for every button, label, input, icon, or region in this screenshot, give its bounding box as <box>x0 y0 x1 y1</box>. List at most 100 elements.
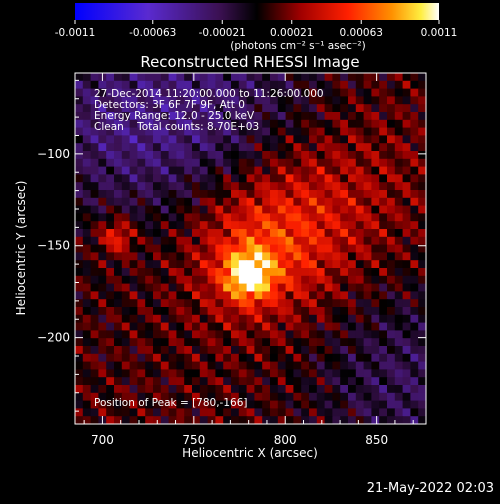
heatmap-cell <box>270 236 279 246</box>
heatmap-cell <box>371 252 380 261</box>
heatmap-cell <box>215 291 224 300</box>
heatmap-cell <box>324 369 333 378</box>
heatmap-cell <box>410 408 419 417</box>
heatmap-cell <box>262 314 271 324</box>
heatmap-cell <box>301 268 310 277</box>
heatmap-cell <box>340 182 349 191</box>
heatmap-cell <box>309 119 318 129</box>
heatmap-cell <box>293 73 302 82</box>
heatmap-cell <box>231 408 240 417</box>
heatmap-cell <box>277 369 287 378</box>
heatmap-cell <box>371 307 380 316</box>
heatmap-cell <box>223 236 232 246</box>
heatmap-cell <box>176 236 185 246</box>
heatmap-cell <box>168 197 177 207</box>
heatmap-cell <box>309 205 318 214</box>
heatmap-cell <box>363 353 372 363</box>
heatmap-cell <box>293 88 302 97</box>
heatmap-cell <box>168 158 177 168</box>
heatmap-cell <box>184 229 193 238</box>
heatmap-cell <box>418 190 426 199</box>
heatmap-cell <box>371 260 380 269</box>
heatmap-cell <box>379 80 388 90</box>
heatmap-cell <box>363 88 372 97</box>
heatmap-cell <box>129 182 138 191</box>
heatmap-cell <box>215 182 224 191</box>
heatmap-cell <box>192 314 201 324</box>
heatmap-cell <box>98 119 107 129</box>
heatmap-cell <box>82 361 92 370</box>
heatmap-cell <box>168 80 177 90</box>
heatmap-cell <box>160 80 170 90</box>
heatmap-cell <box>418 151 426 160</box>
heatmap-cell <box>238 369 248 378</box>
heatmap-cell <box>160 314 170 324</box>
heatmap-cell <box>270 80 279 90</box>
heatmap-cell <box>363 80 372 90</box>
heatmap-cell <box>137 361 146 370</box>
heatmap-cell <box>184 299 193 308</box>
heatmap-cell <box>82 143 92 152</box>
heatmap-cell <box>371 416 380 424</box>
heatmap-cell <box>363 416 372 424</box>
heatmap-cell <box>176 190 185 199</box>
heatmap-cell <box>114 268 123 277</box>
heatmap-cell <box>293 205 302 214</box>
heatmap-cell <box>316 151 326 160</box>
heatmap-cell <box>160 135 170 144</box>
heatmap-cell <box>90 112 99 121</box>
heatmap-cell <box>355 291 365 300</box>
colorbar-units-label: (photons cm⁻² s⁻¹ asec⁻²) <box>230 40 365 52</box>
heatmap-cell <box>340 346 349 355</box>
heatmap-cell <box>410 213 419 222</box>
heatmap-cell <box>270 353 279 363</box>
heatmap-cell <box>262 190 271 199</box>
heatmap-cell <box>332 291 341 300</box>
heatmap-cell <box>387 221 396 230</box>
heatmap-cell <box>254 299 263 308</box>
heatmap-cell <box>332 119 341 129</box>
heatmap-cell <box>121 392 131 402</box>
heatmap-cell <box>355 182 365 191</box>
heatmap-cell <box>199 197 209 207</box>
heatmap-cell <box>301 205 310 214</box>
heatmap-cell <box>402 112 411 121</box>
heatmap-cell <box>192 338 201 347</box>
heatmap-cell <box>246 307 255 316</box>
heatmap-cell <box>238 299 248 308</box>
heatmap-cell <box>207 385 216 394</box>
heatmap-cell <box>332 322 341 331</box>
heatmap-cell <box>153 88 162 97</box>
heatmap-cell <box>153 73 162 82</box>
heatmap-cell <box>153 166 162 175</box>
heatmap-cell <box>246 151 255 160</box>
heatmap-cell <box>402 330 411 339</box>
heatmap-cell <box>231 221 240 230</box>
heatmap-cell <box>371 400 380 409</box>
heatmap-cell <box>160 229 170 238</box>
heatmap-cell <box>168 190 177 199</box>
heatmap-cell <box>293 322 302 331</box>
heatmap-cell <box>145 330 154 339</box>
heatmap-cell <box>153 252 162 261</box>
heatmap-cell <box>285 338 294 347</box>
heatmap-cell <box>348 190 357 199</box>
heatmap-cell <box>246 260 255 269</box>
heatmap-cell <box>270 166 279 175</box>
heatmap-cell <box>394 322 404 331</box>
heatmap-cell <box>371 213 380 222</box>
heatmap-cell <box>309 385 318 394</box>
heatmap-cell <box>332 369 341 378</box>
heatmap-cell <box>129 268 138 277</box>
heatmap-cell <box>82 158 92 168</box>
heatmap-cell <box>129 291 138 300</box>
heatmap-cell <box>114 143 123 152</box>
heatmap-cell <box>199 96 209 105</box>
heatmap-cell <box>75 377 84 386</box>
heatmap-cell <box>207 338 216 347</box>
heatmap-cell <box>90 119 99 129</box>
heatmap-cell <box>363 119 372 129</box>
heatmap-cell <box>207 135 216 144</box>
heatmap-cell <box>277 252 287 261</box>
heatmap-cell <box>192 260 201 269</box>
